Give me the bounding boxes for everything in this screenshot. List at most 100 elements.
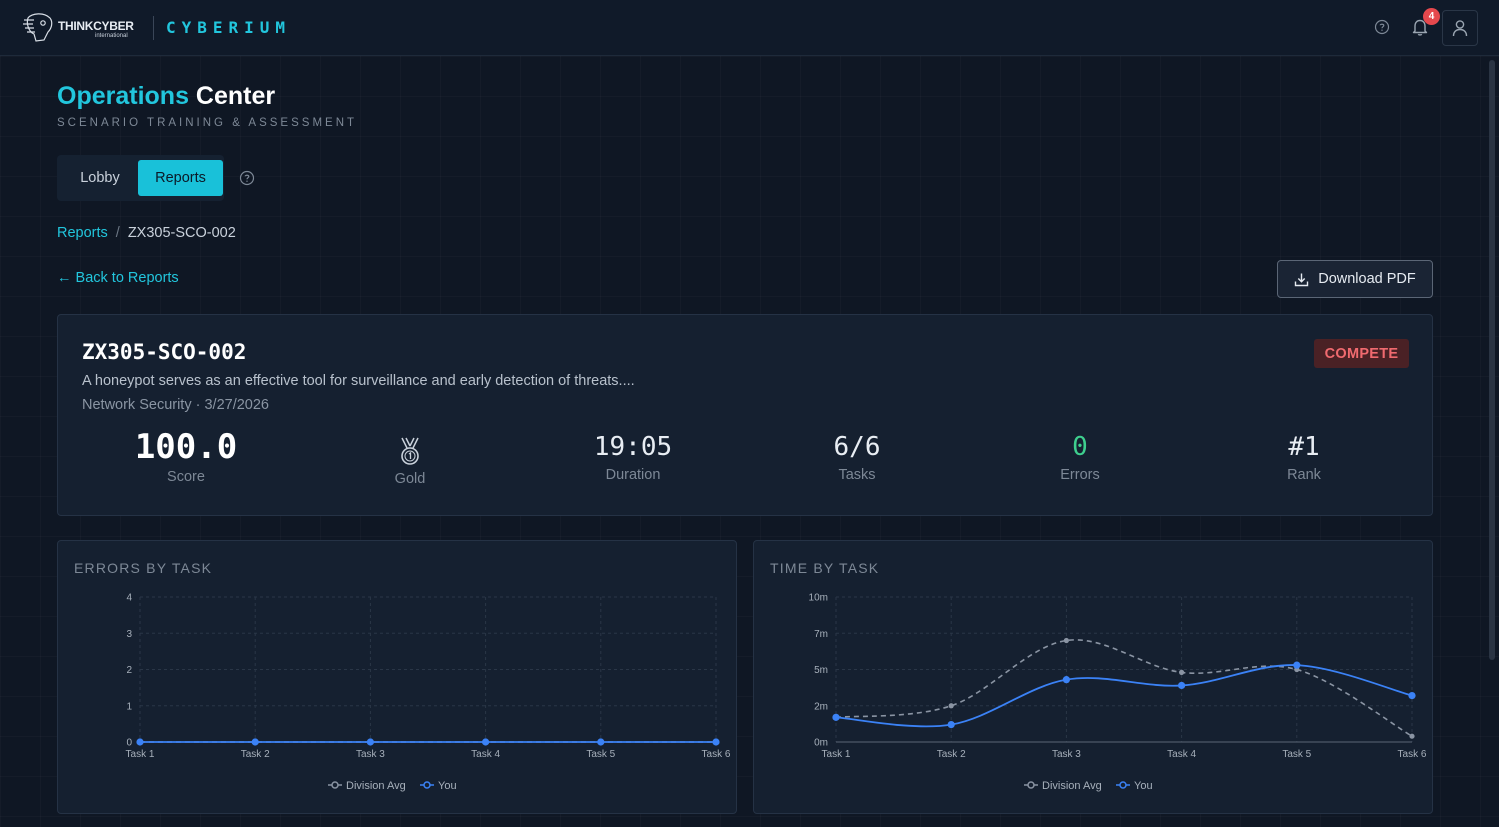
x-tick-label: Task 2: [241, 749, 270, 760]
medal-label: Gold: [394, 471, 426, 487]
x-tick-label: Task 5: [586, 749, 615, 760]
data-point-you: [597, 738, 605, 746]
y-tick-label: 0: [126, 738, 132, 749]
stat-score: 100.0 Score: [116, 429, 256, 485]
logo-divider: [153, 16, 154, 40]
page-scrollbar[interactable]: [1489, 60, 1495, 660]
data-point-you: [482, 738, 490, 746]
tab-reports[interactable]: Reports: [138, 160, 223, 196]
duration-value: 19:05: [593, 432, 673, 462]
y-tick-label: 7m: [814, 629, 828, 640]
x-tick-label: Task 6: [1398, 749, 1427, 760]
scenario-description: A honeypot serves as an effective tool f…: [82, 373, 635, 389]
page-title: Operations Center: [57, 82, 275, 111]
chart-legend: Division Avg You: [1024, 780, 1153, 792]
data-point-you: [832, 713, 840, 721]
legend-swatch-dot: [331, 781, 339, 789]
thinkcyber-logo-icon: [23, 13, 53, 42]
data-point-you: [947, 721, 955, 729]
scenario-date: · 3/27/2026: [191, 397, 269, 413]
chart-grid: [139, 596, 717, 743]
x-tick-label: Task 6: [702, 749, 731, 760]
series-line-division-avg: [835, 639, 1413, 737]
time-chart-title: TIME BY TASK: [770, 560, 880, 576]
data-point-you: [1178, 681, 1186, 690]
breadcrumb-separator: /: [115, 225, 120, 241]
legend-label: You: [1134, 780, 1153, 792]
scenario-category: Network Security: [82, 397, 192, 413]
legend-label: You: [438, 780, 457, 792]
data-point-you: [366, 738, 374, 746]
stat-duration: 19:05 Duration: [563, 429, 703, 483]
medal-icon: [401, 437, 419, 465]
page-subtitle: SCENARIO TRAINING & ASSESSMENT: [57, 117, 358, 129]
score-value: 100.0: [134, 427, 238, 467]
user-icon: [1452, 20, 1468, 37]
top-bar: THINKCYBER international CYBERIUM 4: [0, 0, 1499, 56]
legend-swatch-dot: [1027, 781, 1035, 789]
view-tabs: Lobby Reports: [57, 155, 224, 201]
stat-rank: #1 Rank: [1234, 429, 1374, 483]
brand-name: CYBERIUM: [166, 18, 292, 37]
data-point-division-avg: [1409, 733, 1415, 739]
tasks-value: 6/6: [833, 432, 881, 462]
rank-label: Rank: [1287, 467, 1321, 483]
breadcrumb-reports-link[interactable]: Reports: [57, 225, 108, 241]
legend-label: Division Avg: [1042, 780, 1102, 792]
scenario-title: ZX305-SCO-002: [82, 340, 247, 364]
download-pdf-label: Download PDF: [1318, 271, 1416, 287]
tab-lobby[interactable]: Lobby: [80, 170, 120, 186]
rank-value: #1: [1288, 432, 1320, 462]
y-tick-label: 0m: [814, 738, 828, 749]
chart-legend: Division Avg You: [328, 780, 457, 792]
x-tick-label: Task 4: [471, 749, 500, 760]
legend-label: Division Avg: [346, 780, 406, 792]
x-tick-label: Task 2: [937, 749, 966, 760]
stat-tasks: 6/6 Tasks: [787, 429, 927, 483]
back-to-reports-link[interactable]: ← Back to Reports: [57, 270, 179, 286]
scenario-summary-card: ZX305-SCO-002 A honeypot serves as an ef…: [57, 314, 1433, 516]
y-tick-label: 2m: [814, 701, 828, 712]
help-icon[interactable]: [1374, 19, 1390, 35]
data-point-you: [1408, 692, 1416, 700]
notification-badge: 4: [1423, 8, 1440, 25]
scenario-meta: Network Security · 3/27/2026: [82, 397, 269, 413]
data-point-division-avg: [1179, 669, 1185, 675]
data-point-you: [251, 738, 259, 746]
y-tick-label: 2: [126, 665, 132, 676]
data-point-division-avg: [948, 703, 954, 709]
time-by-task-chart: 0m 2m 5m 7m 10m Task 1 Task 2 Task 3 Task 4 Task …: [809, 593, 1427, 793]
x-tick-label: Task 4: [1167, 749, 1196, 760]
data-point-you: [1293, 661, 1301, 669]
series-line-you: [835, 664, 1413, 728]
data-point-division-avg: [1063, 637, 1069, 644]
legend-swatch-dot: [423, 781, 431, 789]
y-tick-label: 5m: [814, 665, 828, 676]
download-pdf-button[interactable]: Download PDF: [1277, 260, 1433, 298]
logo-subtext: international: [95, 33, 128, 39]
y-tick-label: 4: [126, 593, 132, 604]
data-point-you: [1062, 676, 1070, 684]
y-tick-label: 1: [126, 701, 132, 712]
bell-icon[interactable]: [1410, 17, 1430, 37]
x-tick-label: Task 1: [822, 749, 851, 760]
errors-label: Errors: [1060, 467, 1100, 483]
y-tick-label: 10m: [809, 593, 828, 604]
page-title-rest: Center: [188, 82, 276, 110]
tabs-help-icon[interactable]: [239, 170, 255, 186]
data-point-you: [712, 738, 720, 746]
data-point-you: [136, 738, 144, 746]
breadcrumb: Reports / ZX305-SCO-002: [57, 225, 236, 241]
page-title-accent: Operations: [57, 82, 189, 110]
x-tick-label: Task 3: [1052, 749, 1081, 760]
tasks-label: Tasks: [838, 467, 876, 483]
errors-value: 0: [1072, 432, 1088, 462]
errors-by-task-card: ERRORS BY TASK 0 1 2 3 4 Task 1 Task 2 Task 3 Ta…: [57, 540, 737, 814]
errors-chart-title: ERRORS BY TASK: [74, 560, 213, 576]
y-tick-label: 3: [126, 629, 132, 640]
time-by-task-card: TIME BY TASK 0m 2m 5m 7m 10m Task 1 Task 2 Task…: [753, 540, 1433, 814]
stat-errors: 0 Errors: [1010, 429, 1150, 483]
user-menu-button[interactable]: [1442, 10, 1478, 46]
legend-swatch-dot: [1119, 781, 1127, 789]
download-icon: [1295, 273, 1309, 286]
